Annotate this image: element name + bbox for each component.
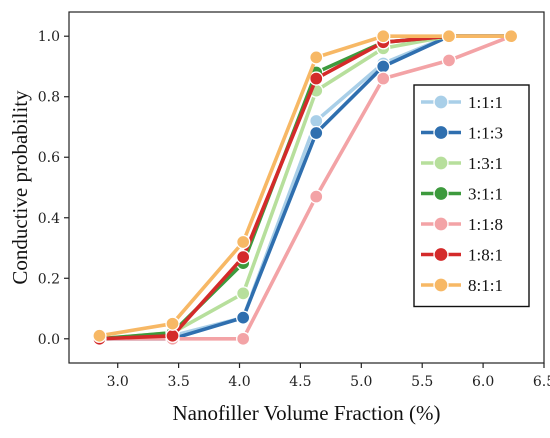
data-point [309, 71, 324, 86]
data-point [236, 249, 251, 265]
y-tick-label: 0.6 [38, 150, 60, 166]
legend-item: 1:1:1 [421, 93, 503, 112]
ticks-layer: 3.0 3.5 4.0 4.5 5.0 5.5 6.0 6.5 0.0 0.2 0.4 0.6 0.8 1… [38, 29, 550, 390]
legend-label: 1:1:8 [468, 215, 503, 234]
data-point [165, 328, 180, 343]
legend-item: 1:1:8 [421, 215, 503, 234]
x-tick-label: 4.0 [228, 374, 250, 390]
legend-swatch-marker [433, 277, 449, 293]
legend-swatch-marker [433, 246, 449, 263]
y-tick-label: 0.0 [38, 332, 60, 348]
data-point [503, 29, 519, 44]
legend-label: 3:1:1 [468, 185, 503, 204]
legend-swatch-marker [433, 185, 449, 202]
data-point [376, 59, 391, 74]
data-point [441, 53, 457, 68]
data-point [165, 316, 180, 331]
x-tick-label: 6.5 [533, 374, 550, 390]
data-point [309, 50, 324, 65]
data-point [441, 29, 457, 44]
y-axis-title: Conductive probability [8, 90, 32, 285]
legend-label: 1:3:1 [468, 154, 503, 173]
legend-swatch-marker [433, 155, 449, 171]
legend-swatch-marker [433, 94, 449, 110]
legend-label: 1:1:1 [468, 93, 503, 112]
legend-item: 1:1:3 [421, 124, 503, 143]
data-point [236, 286, 251, 301]
x-tick-label: 3.5 [167, 374, 189, 390]
legend-label: 1:8:1 [468, 246, 503, 265]
y-tick-label: 0.4 [38, 211, 60, 227]
plot-frame [68, 11, 545, 364]
legend-swatch-marker [433, 216, 449, 232]
data-point [236, 310, 251, 325]
legend-item: 1:3:1 [421, 154, 503, 173]
legend-label: 1:1:3 [468, 124, 503, 143]
series-8-1-1 [92, 29, 519, 343]
x-tick-label: 6.0 [472, 374, 494, 390]
series-layer [92, 29, 519, 346]
data-point [376, 29, 391, 44]
data-point [236, 331, 251, 346]
legend-swatch-marker [433, 124, 449, 141]
x-tick-label: 5.0 [350, 374, 372, 390]
y-tick-label: 0.2 [38, 271, 60, 287]
legend: 1:1:1 1:1:3 1:3:1 3:1:1 1:1:8 1:8:1 8:1:1 [413, 84, 530, 308]
legend-item: 3:1:1 [421, 185, 503, 204]
legend-item: 1:8:1 [421, 246, 503, 265]
legend-item: 8:1:1 [421, 276, 503, 295]
x-axis-title: Nanofiller Volume Fraction (%) [172, 401, 440, 425]
data-point [309, 113, 324, 129]
data-point [376, 71, 391, 86]
data-point [92, 328, 107, 343]
legend-box [413, 84, 530, 308]
x-tick-label: 5.5 [411, 374, 433, 390]
y-tick-label: 0.8 [38, 90, 60, 106]
x-tick-label: 3.0 [107, 374, 129, 390]
data-point [236, 234, 251, 250]
data-point [309, 189, 324, 204]
legend-label: 8:1:1 [468, 276, 503, 295]
data-point [309, 125, 324, 141]
x-tick-label: 4.5 [289, 374, 311, 390]
y-tick-label: 1.0 [38, 29, 60, 45]
